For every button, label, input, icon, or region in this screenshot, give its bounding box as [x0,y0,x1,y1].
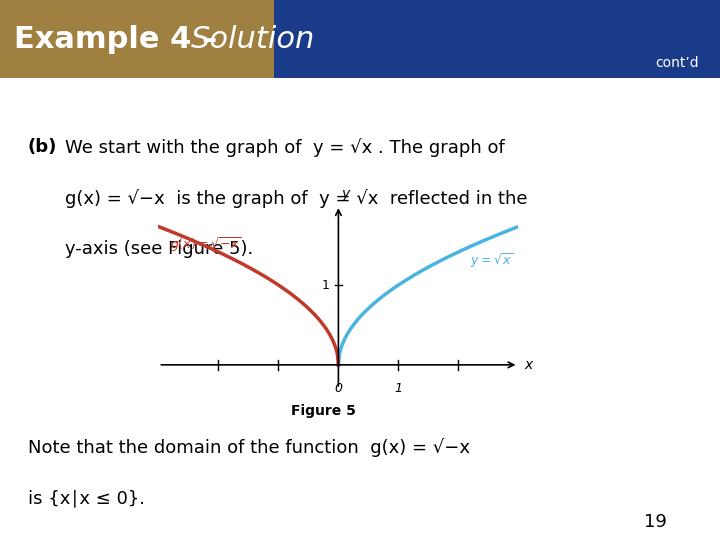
Text: Example 4 –: Example 4 – [14,25,228,53]
Text: 1: 1 [322,279,329,292]
Text: y: y [341,187,350,201]
Text: x: x [524,358,533,372]
Text: is {x∣x ≤ 0}.: is {x∣x ≤ 0}. [27,489,145,507]
Text: g(x) = √−x  is the graph of  y = √x  reflected in the: g(x) = √−x is the graph of y = √x reflec… [66,189,528,208]
Text: Note that the domain of the function  g(x) = √−x: Note that the domain of the function g(x… [27,438,469,457]
Text: We start with the graph of  y = √x . The graph of: We start with the graph of y = √x . The … [66,138,505,157]
Text: (b): (b) [27,138,57,156]
FancyBboxPatch shape [0,0,274,78]
Text: 1: 1 [395,382,402,395]
Text: 0: 0 [334,382,343,395]
Text: Figure 5: Figure 5 [291,404,356,418]
Text: 19: 19 [644,513,667,531]
Text: cont’d: cont’d [654,57,698,71]
FancyBboxPatch shape [274,0,720,78]
Text: $g(x) = \sqrt{-x}$: $g(x) = \sqrt{-x}$ [171,236,242,254]
Text: y-axis (see Figure 5).: y-axis (see Figure 5). [66,240,253,258]
Text: $y = \sqrt{x}$: $y = \sqrt{x}$ [470,252,514,271]
Text: Solution: Solution [191,25,315,53]
